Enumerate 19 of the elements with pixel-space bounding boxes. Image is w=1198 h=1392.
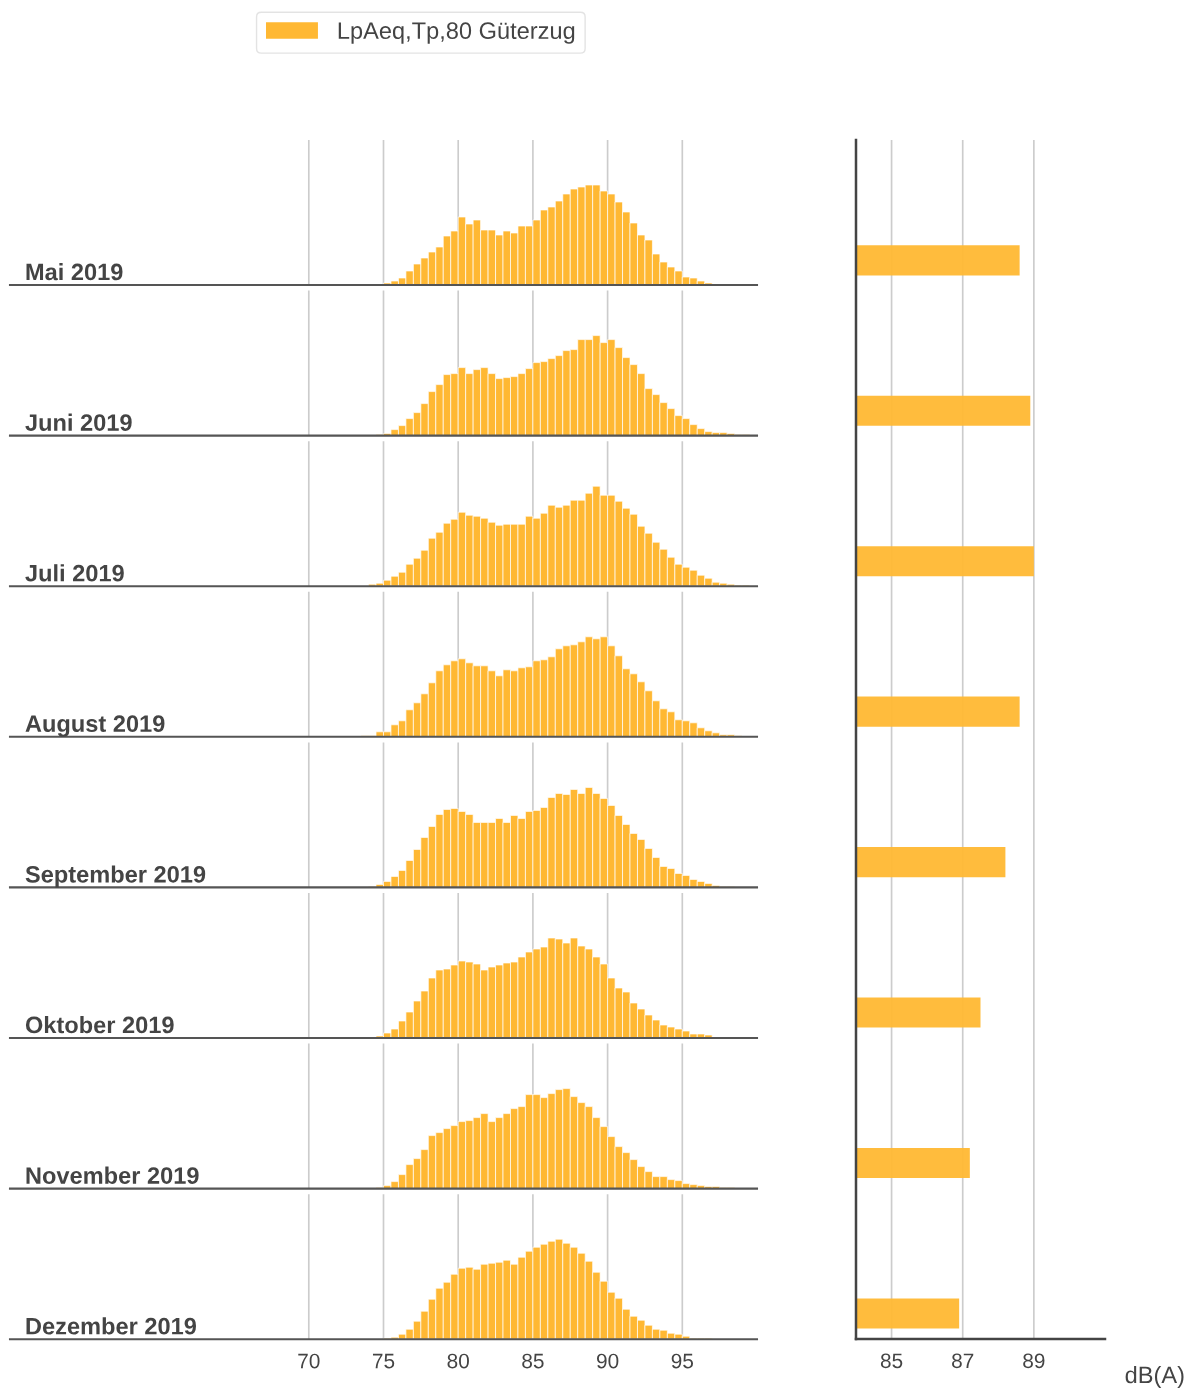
- text: November 2019: [26, 1166, 199, 1184]
- x-tick-label: 87: [952, 1353, 974, 1369]
- legend-label: LpAeq,Tp,80 Güterzug: [338, 22, 575, 44]
- text: Juli 2019: [25, 564, 124, 582]
- text: August 2019: [25, 715, 165, 737]
- x-tick-label: 95: [671, 1353, 694, 1369]
- text: Mai 2019: [26, 262, 123, 281]
- text: Oktober 2019: [25, 1015, 174, 1034]
- x-tick-label: 80: [447, 1353, 469, 1369]
- x-tick-label: 75: [372, 1353, 395, 1369]
- x-tick-label: 70: [298, 1353, 320, 1369]
- x-axis-title: dB(A): [1125, 1365, 1184, 1388]
- x-tick-label: 85: [880, 1353, 903, 1369]
- text: September 2019: [25, 865, 206, 888]
- x-tick-label: 85: [522, 1353, 544, 1369]
- x-tick-label: 89: [1023, 1353, 1045, 1369]
- text: Dezember 2019: [26, 1317, 197, 1335]
- text: Juni 2019: [25, 413, 132, 431]
- x-tick-label: 90: [596, 1353, 619, 1369]
